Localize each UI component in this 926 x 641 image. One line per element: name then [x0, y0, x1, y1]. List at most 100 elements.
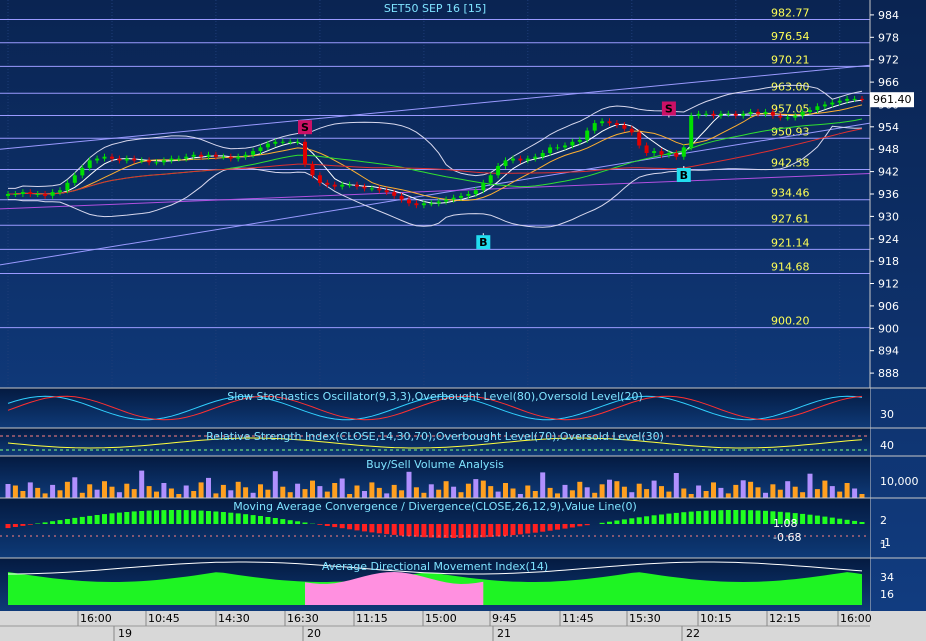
candle-body	[540, 153, 545, 157]
bollinger-upper	[8, 84, 863, 189]
volume-bar	[146, 486, 152, 498]
volume-bar	[681, 488, 687, 498]
macd-histogram-bar	[852, 520, 858, 524]
price-axis-label: 924	[878, 233, 899, 246]
signal-label: B	[479, 236, 487, 249]
macd-histogram-bar	[250, 515, 256, 524]
macd-signal-label: -0.68	[773, 531, 801, 544]
volume-bar	[42, 493, 48, 498]
macd-histogram-bar	[659, 514, 664, 524]
candle-body	[340, 184, 345, 187]
candle-body	[50, 192, 55, 196]
candle-body	[102, 156, 107, 159]
time-axis[interactable]: 16:00 10:45 14:30 16:30 11:15 15:00 9:45 11:45 1…	[0, 611, 926, 641]
volume-bar	[57, 490, 63, 498]
price-axis-label: 918	[878, 255, 899, 268]
volume-bar	[339, 478, 345, 498]
price-axis-label: 984	[878, 9, 899, 22]
level-label: 957.05	[771, 103, 810, 116]
candle-body	[206, 154, 211, 157]
indicator-panel[interactable]: 1.08-0.68 Moving Average Convergence / Di…	[0, 497, 926, 558]
macd-histogram-bar	[20, 524, 26, 526]
macd-histogram-bar	[347, 524, 353, 530]
indicator-axis-label: 30	[880, 408, 894, 421]
candle-body	[221, 156, 226, 158]
macd-histogram-bar	[629, 518, 635, 524]
volume-bar	[525, 485, 531, 498]
candle-body	[295, 141, 300, 143]
volume-bar	[116, 492, 122, 498]
time-label: 11:45	[562, 612, 594, 625]
volume-bar	[569, 490, 575, 498]
candle-body	[154, 162, 159, 164]
bollinger-lower	[8, 125, 863, 228]
volume-bar	[621, 486, 627, 498]
volume-bar	[859, 494, 865, 498]
candle-body	[518, 158, 523, 161]
candle-body	[265, 143, 270, 148]
volume-bar	[12, 485, 18, 498]
candle-body	[347, 184, 352, 186]
candle-body	[459, 195, 463, 198]
candle-body	[689, 115, 694, 148]
indicator-panel[interactable]: Slow Stochastics Oscillator(9,3,3),Overb…	[0, 387, 926, 428]
volume-bar	[228, 490, 234, 498]
volume-bar	[755, 487, 761, 498]
candle-body	[585, 130, 590, 140]
macd-histogram-bar	[599, 522, 605, 524]
price-axis-label: 930	[878, 210, 899, 223]
time-label: 15:00	[425, 612, 457, 625]
volume-bar	[20, 491, 26, 498]
candle-body	[429, 203, 434, 205]
volume-bar	[243, 487, 249, 498]
volume-bar	[592, 492, 598, 498]
macd-histogram-bar	[295, 521, 301, 524]
price-axis-label: 900	[878, 322, 899, 335]
macd-histogram-bar	[42, 522, 48, 524]
macd-histogram-bar	[488, 524, 494, 537]
volume-bar	[332, 483, 338, 498]
macd-histogram-bar	[102, 514, 107, 524]
volume-bar	[837, 491, 843, 498]
candle-body	[384, 190, 389, 193]
volume-bar	[480, 480, 486, 498]
candle-body	[815, 106, 820, 110]
volume-bar	[495, 491, 501, 498]
trend-lines	[0, 64, 871, 266]
candle-body	[355, 184, 359, 187]
date-label: 20	[307, 627, 321, 640]
macd-histogram-bar	[27, 524, 33, 525]
candle-body	[407, 199, 411, 204]
macd-histogram-bar	[614, 520, 620, 524]
indicator-title: Relative Strength Index(CLOSE,14,30,70),…	[206, 430, 664, 443]
indicator-panel[interactable]: Buy/Sell Volume Analysis 10,000	[0, 455, 926, 498]
macd-histogram-bar	[72, 517, 78, 524]
price-panel[interactable]: 982.77976.54970.21963.00957.05950.93942.…	[0, 0, 871, 388]
candle-body	[72, 175, 77, 183]
volume-bar	[629, 492, 635, 498]
indicator-panel[interactable]: Average Directional Movement Index(14) 34…	[0, 557, 926, 611]
candle-body	[28, 192, 33, 194]
price-axis[interactable]: 9849789729669609549489429369309249189129…	[869, 0, 926, 611]
macd-histogram-bar	[644, 516, 650, 524]
candle-body	[741, 113, 746, 116]
indicator-panels[interactable]: Slow Stochastics Oscillator(9,3,3),Overb…	[0, 387, 926, 611]
price-axis-label: 906	[878, 300, 899, 313]
volume-bar	[287, 492, 293, 498]
macd-histogram-bar	[280, 519, 286, 524]
level-label: 914.68	[771, 261, 810, 274]
volume-bar	[265, 489, 271, 498]
indicator-axis-label: 1	[880, 538, 887, 551]
macd-histogram-bar	[532, 524, 538, 533]
macd-histogram-bar	[154, 510, 159, 524]
volume-bar	[503, 483, 508, 498]
time-label: 11:15	[356, 612, 388, 625]
candle-body	[696, 113, 701, 116]
indicator-panel[interactable]: Relative Strength Index(CLOSE,14,30,70),…	[0, 427, 926, 456]
macd-histogram-bar	[777, 511, 783, 524]
candle-body	[258, 147, 263, 152]
macd-histogram-bar	[837, 518, 843, 524]
macd-histogram-bar	[859, 522, 865, 524]
rsi-line	[7, 437, 863, 449]
